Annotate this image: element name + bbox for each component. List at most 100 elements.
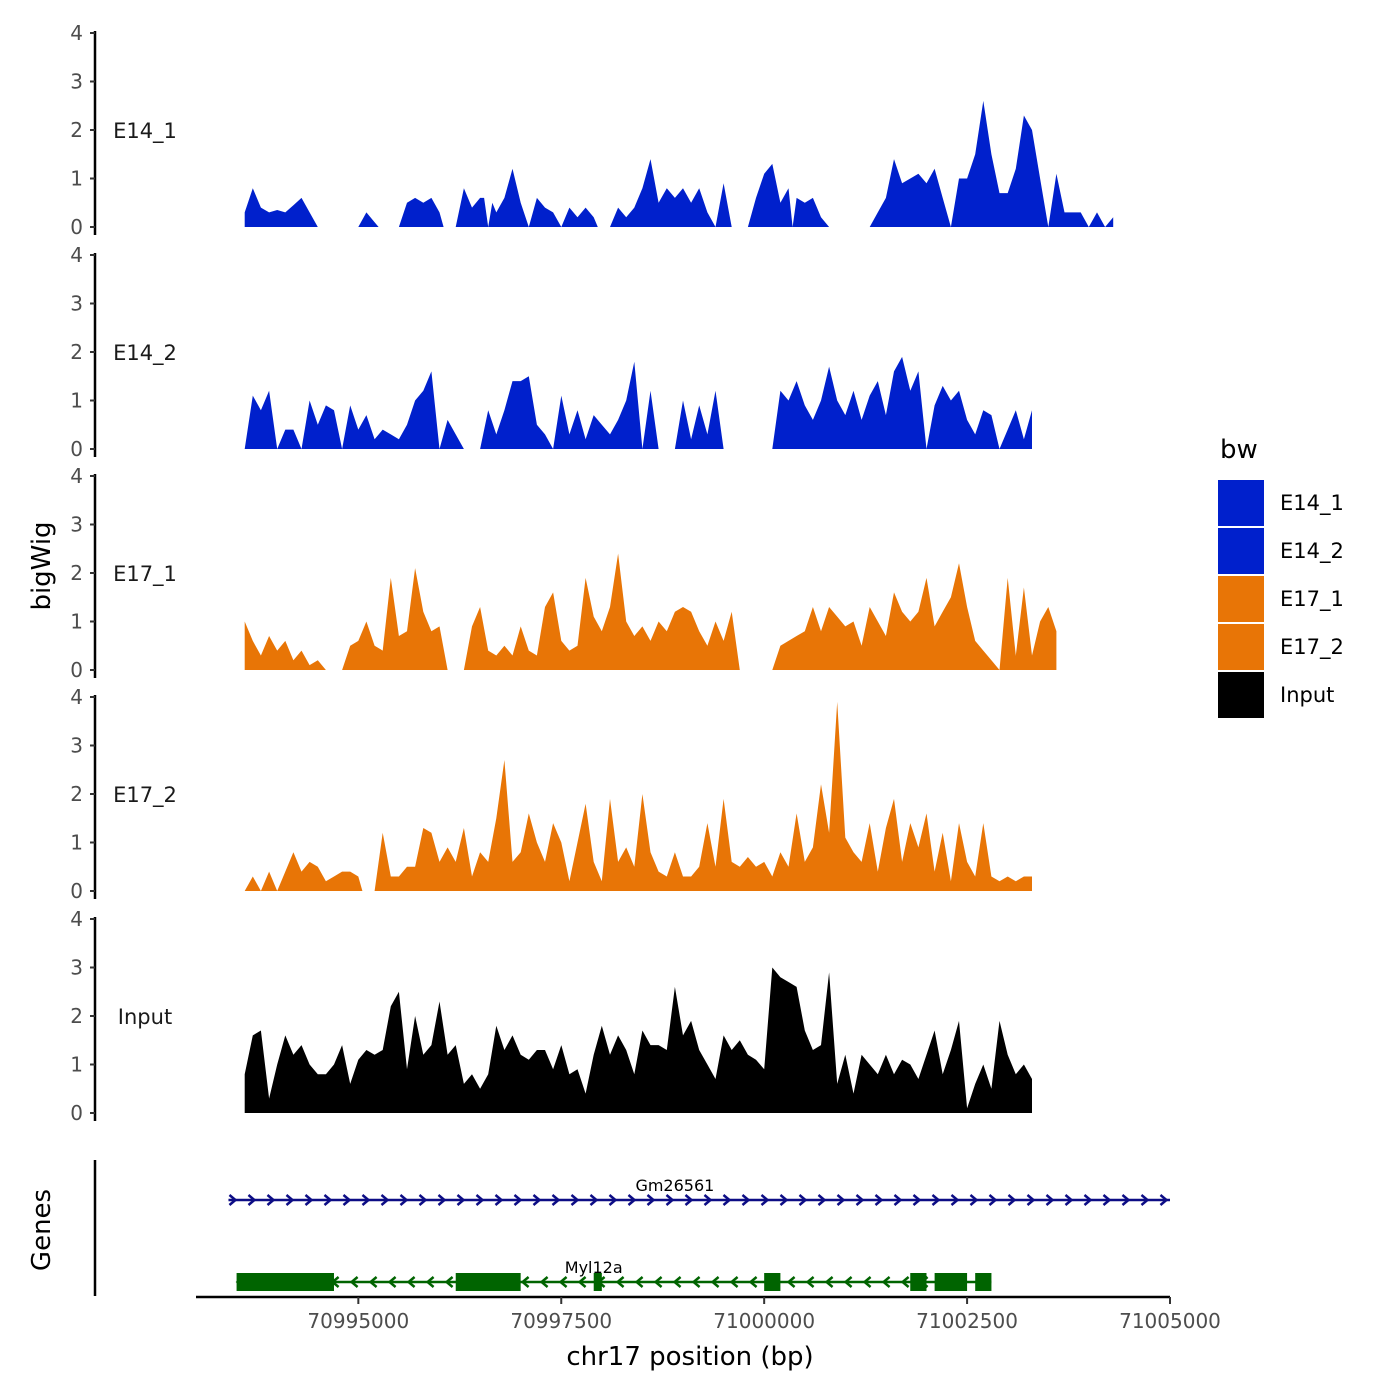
strand-arrow bbox=[387, 1276, 397, 1288]
track-e17-2: 0 1 2 3 4 E17_2 bbox=[70, 685, 1032, 903]
track-label: E14_1 bbox=[113, 119, 177, 144]
track-label: E17_2 bbox=[113, 783, 177, 808]
strand-arrow bbox=[475, 1194, 485, 1206]
strand-arrow bbox=[551, 1194, 561, 1206]
strand-arrow bbox=[836, 1194, 846, 1206]
x-tick-label: 71000000 bbox=[713, 1309, 815, 1333]
legend-label: E14_2 bbox=[1280, 539, 1344, 564]
gene-myl12a: Myl12a bbox=[235, 1258, 992, 1291]
strand-arrow bbox=[672, 1276, 682, 1288]
y-tick-label: 1 bbox=[70, 167, 83, 191]
track-input: 0 1 2 3 4 Input bbox=[70, 907, 1032, 1125]
exon bbox=[975, 1273, 992, 1291]
legend-swatch bbox=[1218, 576, 1264, 622]
strand-arrow bbox=[646, 1194, 656, 1206]
strand-arrow bbox=[627, 1194, 637, 1206]
track-e17-1: 0 1 2 3 4 E17_1 bbox=[70, 464, 1057, 682]
strand-arrow bbox=[304, 1194, 314, 1206]
strand-arrow bbox=[824, 1276, 834, 1288]
legend-swatch bbox=[1218, 672, 1264, 718]
track-e14-2: 0 1 2 3 4 E14_2 bbox=[70, 243, 1032, 461]
strand-arrow bbox=[425, 1276, 435, 1288]
strand-arrow bbox=[653, 1276, 663, 1288]
track-label: E14_2 bbox=[113, 341, 177, 366]
gene-gm26561: Gm26561 bbox=[228, 1176, 1170, 1206]
y-tick-label: 0 bbox=[70, 658, 83, 682]
exon bbox=[455, 1273, 521, 1291]
legend-label: E14_1 bbox=[1280, 491, 1344, 516]
strand-arrow bbox=[513, 1194, 523, 1206]
strand-arrow bbox=[691, 1276, 701, 1288]
coverage-area-e17-2 bbox=[244, 701, 1032, 891]
strand-arrow bbox=[608, 1194, 618, 1206]
strand-arrow bbox=[1026, 1194, 1036, 1206]
strand-arrow bbox=[323, 1194, 333, 1206]
strand-arrow bbox=[615, 1276, 625, 1288]
strand-arrow bbox=[570, 1194, 580, 1206]
strand-arrow bbox=[342, 1194, 352, 1206]
strand-arrow bbox=[862, 1276, 872, 1288]
strand-arrow bbox=[684, 1194, 694, 1206]
strand-arrow bbox=[798, 1194, 808, 1206]
gene-label: Myl12a bbox=[565, 1258, 623, 1277]
y-tick-label: 2 bbox=[70, 118, 83, 142]
coverage-area-e14-2 bbox=[244, 356, 1032, 449]
genes-panel: Gm26561 Myl12a bbox=[93, 1160, 1170, 1296]
strand-arrow bbox=[729, 1276, 739, 1288]
y-tick-label: 3 bbox=[70, 70, 83, 94]
strand-arrow bbox=[494, 1194, 504, 1206]
strand-arrow bbox=[1045, 1194, 1055, 1206]
strand-arrow bbox=[539, 1276, 549, 1288]
strand-arrow bbox=[589, 1194, 599, 1206]
strand-arrow bbox=[843, 1276, 853, 1288]
y-tick-label: 1 bbox=[70, 1053, 83, 1077]
y-tick-label: 2 bbox=[70, 782, 83, 806]
y-tick-label: 3 bbox=[70, 734, 83, 758]
strand-arrow bbox=[634, 1276, 644, 1288]
x-axis-title: chr17 position (bp) bbox=[566, 1342, 813, 1372]
strand-arrow bbox=[874, 1194, 884, 1206]
strand-arrow bbox=[779, 1194, 789, 1206]
y-tick-label: 0 bbox=[70, 437, 83, 461]
strand-arrow bbox=[368, 1276, 378, 1288]
strand-arrow bbox=[406, 1276, 416, 1288]
strand-arrow bbox=[266, 1194, 276, 1206]
strand-arrow bbox=[722, 1194, 732, 1206]
strand-arrow bbox=[456, 1194, 466, 1206]
exon bbox=[934, 1273, 968, 1291]
strand-arrow bbox=[228, 1194, 238, 1206]
exon bbox=[236, 1273, 334, 1291]
y-tick-label: 4 bbox=[70, 685, 83, 709]
strand-arrow bbox=[577, 1276, 587, 1288]
x-tick-label: 71005000 bbox=[1119, 1309, 1221, 1333]
strand-arrow bbox=[881, 1276, 891, 1288]
strand-arrow bbox=[665, 1194, 675, 1206]
legend-swatch bbox=[1218, 480, 1264, 526]
strand-arrow bbox=[710, 1276, 720, 1288]
y-tick-label: 2 bbox=[70, 340, 83, 364]
exon bbox=[764, 1273, 781, 1291]
coverage-area-input bbox=[244, 967, 1032, 1113]
legend-title: bw bbox=[1220, 435, 1258, 465]
y-tick-label: 3 bbox=[70, 513, 83, 537]
x-tick-label: 70995000 bbox=[307, 1309, 409, 1333]
y-tick-label: 2 bbox=[70, 561, 83, 585]
y-tick-label: 4 bbox=[70, 21, 83, 45]
x-axis: 70995000 70997500 71000000 71002500 71005000 bbox=[196, 1295, 1221, 1333]
strand-arrow bbox=[1007, 1194, 1017, 1206]
legend-label: Input bbox=[1280, 683, 1334, 707]
strand-arrow bbox=[532, 1194, 542, 1206]
legend-swatch bbox=[1218, 624, 1264, 670]
strand-arrow bbox=[1121, 1194, 1131, 1206]
strand-arrow bbox=[1140, 1194, 1150, 1206]
strand-arrow bbox=[912, 1194, 922, 1206]
strand-arrow bbox=[950, 1194, 960, 1206]
strand-arrow bbox=[760, 1194, 770, 1206]
strand-arrow bbox=[1102, 1194, 1112, 1206]
y-tick-label: 4 bbox=[70, 907, 83, 931]
x-tick-label: 71002500 bbox=[916, 1309, 1018, 1333]
strand-arrow bbox=[285, 1194, 295, 1206]
strand-arrow bbox=[805, 1276, 815, 1288]
x-tick-label: 70997500 bbox=[510, 1309, 612, 1333]
